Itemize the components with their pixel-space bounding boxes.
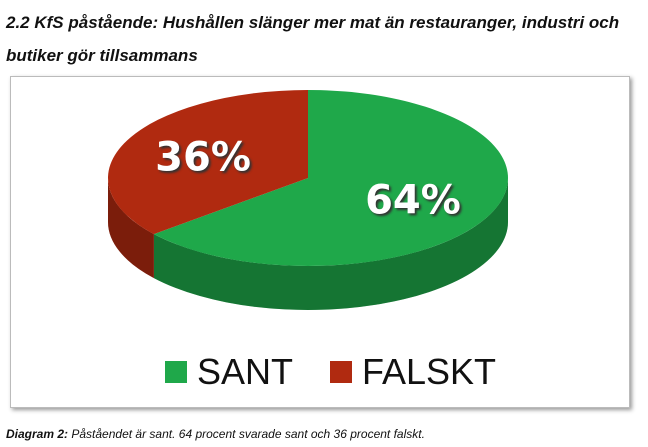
slice	[107, 90, 308, 235]
data-label: 36%	[155, 134, 251, 180]
caption-label: Diagram 2:	[6, 427, 69, 441]
slice-side-shade	[153, 178, 509, 311]
slice-side	[108, 178, 154, 279]
chart-title: 2.2 KfS påstående: Hushållen slänger mer…	[6, 13, 620, 65]
data-label: 64%	[365, 178, 461, 224]
legend-label: SANT	[197, 351, 293, 392]
slice	[153, 90, 509, 267]
legend-swatch	[330, 361, 352, 383]
slice-side	[153, 178, 509, 311]
legend-label: FALSKT	[362, 351, 496, 392]
caption: Diagram 2: Påståendet är sant. 64 procen…	[6, 427, 425, 441]
legend-swatch	[165, 361, 187, 383]
chart: 64% 36% SANT FALSKT	[107, 90, 509, 392]
slice-side-shade	[108, 178, 154, 279]
caption-text: Påståendet är sant. 64 procent svarade s…	[71, 427, 425, 441]
